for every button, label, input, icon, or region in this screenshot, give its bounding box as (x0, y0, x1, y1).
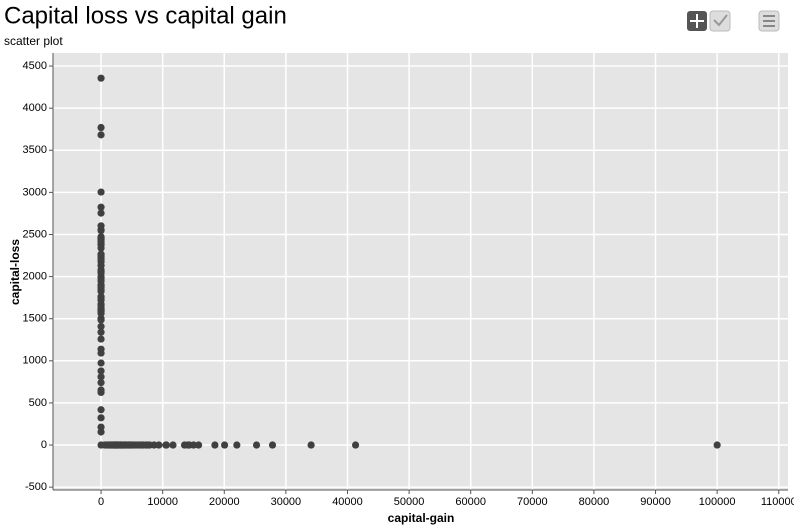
point (233, 441, 241, 449)
y-axis-label: capital-loss (8, 239, 22, 305)
x-tick-label: 30000 (271, 496, 302, 508)
point (155, 441, 163, 449)
point (97, 345, 105, 353)
x-axis-label: capital-gain (388, 511, 455, 525)
point (97, 335, 105, 343)
toolbar (687, 10, 780, 32)
point (190, 441, 198, 449)
point (97, 423, 105, 431)
x-tick-label: 10000 (147, 496, 178, 508)
x-tick-label: 80000 (579, 496, 610, 508)
point (97, 322, 105, 331)
point (252, 441, 261, 449)
point (351, 441, 360, 449)
point (97, 233, 105, 241)
point (97, 293, 105, 301)
y-tick-label: 500 (29, 397, 47, 409)
y-tick-label: 2500 (23, 228, 47, 240)
plot-area (53, 53, 788, 490)
y-tick-label: 1500 (23, 313, 47, 325)
chart-title: Capital loss vs capital gain (4, 2, 287, 29)
point (162, 441, 170, 449)
x-tick-label: 60000 (455, 496, 486, 508)
point (97, 74, 105, 82)
x-tick-label: 20000 (209, 496, 240, 508)
point (97, 123, 105, 132)
y-tick-label: 3000 (23, 186, 47, 198)
point (169, 441, 177, 449)
x-tick-label: 40000 (332, 496, 363, 508)
point (97, 359, 105, 367)
y-tick-label: 4500 (23, 60, 47, 72)
point (97, 367, 105, 375)
x-tick-label: 90000 (640, 496, 671, 508)
x-tick-label: 110000 (761, 496, 794, 508)
point (97, 328, 105, 336)
chart-subtitle: scatter plot (4, 34, 63, 48)
x-tick-label: 70000 (517, 496, 548, 508)
y-tick-label: 4000 (23, 102, 47, 114)
point (97, 188, 105, 196)
y-tick-label: 2000 (23, 271, 47, 283)
select-button[interactable] (709, 10, 731, 32)
point (97, 222, 105, 230)
point (97, 414, 105, 422)
point (97, 373, 105, 381)
y-tick-label: 0 (41, 439, 47, 451)
menu-icon (763, 15, 775, 27)
point (97, 131, 105, 139)
point (97, 209, 105, 217)
point (268, 441, 277, 449)
point (97, 379, 105, 387)
y-tick-label: -500 (25, 481, 47, 493)
x-tick-label: 100000 (699, 496, 736, 508)
point (97, 250, 105, 258)
point (97, 406, 105, 414)
pan-icon (690, 14, 704, 28)
point (307, 441, 315, 449)
point (97, 203, 105, 211)
point (194, 441, 203, 449)
point (97, 386, 105, 394)
y-tick-label: 3500 (23, 144, 47, 156)
point (220, 441, 229, 449)
point (97, 314, 105, 322)
y-tick-label: 1000 (23, 355, 47, 367)
point (713, 441, 721, 449)
point (211, 441, 219, 449)
x-tick-label: 0 (98, 496, 104, 508)
x-tick-label: 50000 (394, 496, 425, 508)
select-icon (713, 14, 728, 27)
